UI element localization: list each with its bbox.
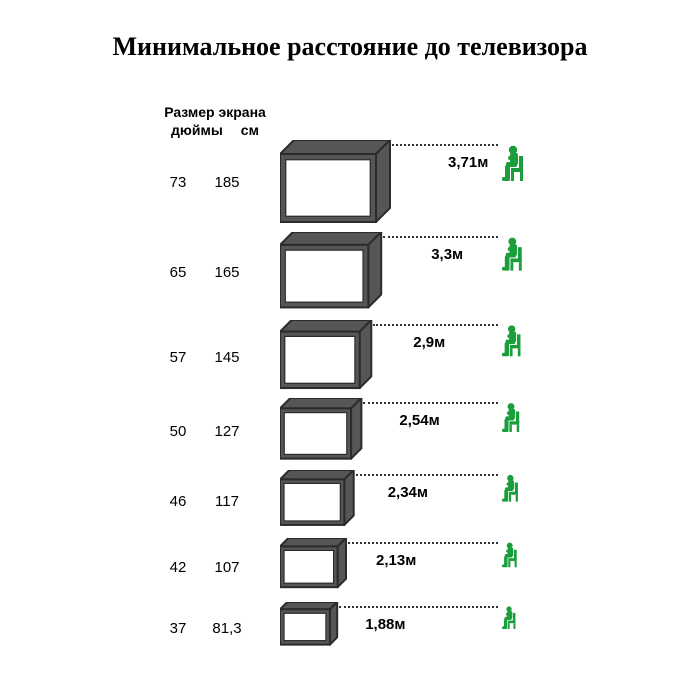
value-inches: 57 [158,349,198,366]
size-row: 50 127 2,54м [0,398,700,459]
distance-line [363,402,498,404]
viewer-icon [502,400,527,438]
value-inches: 65 [158,264,198,281]
size-row: 37 81,3 1,88м [0,602,700,645]
distance-label: 2,13м [376,552,416,569]
distance-line [356,474,498,476]
tv-icon [280,232,383,314]
value-inches: 73 [158,174,198,191]
page-title: Минимальное расстояние до телевизора [0,32,700,62]
value-inches: 42 [158,559,198,576]
distance-line [392,144,498,146]
viewer-icon [502,540,523,573]
header-size-label: Размер экрана дюймы см [130,104,300,139]
distance-line [348,542,498,544]
size-row: 73 185 3,71м [0,140,700,222]
header-col-cm: см [241,122,259,140]
tv-icon [280,602,339,652]
size-row: 65 165 3,3м [0,232,700,307]
value-inches: 37 [158,620,198,637]
distance-line [339,606,498,608]
value-cm: 145 [203,349,251,366]
header-col-inches: дюймы [171,122,223,140]
distance-label: 2,54м [399,412,439,429]
viewer-icon [502,142,532,187]
viewer-icon [502,234,530,277]
viewer-icon [502,604,521,635]
tv-icon [280,320,373,395]
size-row: 57 145 2,9м [0,320,700,388]
size-row: 46 117 2,34м [0,470,700,525]
distance-label: 3,3м [431,246,463,263]
header-line1: Размер экрана [130,104,300,122]
tv-icon [280,538,348,594]
distance-label: 1,88м [365,616,405,633]
distance-label: 3,71м [448,154,488,171]
distance-line [373,324,498,326]
size-row: 42 107 2,13м [0,538,700,587]
tv-icon [280,140,392,229]
viewer-icon [502,322,528,362]
value-cm: 107 [203,559,251,576]
value-cm: 127 [203,423,251,440]
value-cm: 185 [203,174,251,191]
distance-label: 2,34м [388,484,428,501]
value-cm: 165 [203,264,251,281]
value-inches: 50 [158,423,198,440]
viewer-icon [502,472,525,507]
tv-icon [280,398,363,466]
value-inches: 46 [158,493,198,510]
tv-icon [280,470,356,532]
distance-label: 2,9м [413,334,445,351]
value-cm: 81,3 [203,620,251,637]
value-cm: 117 [203,493,251,510]
distance-line [383,236,498,238]
